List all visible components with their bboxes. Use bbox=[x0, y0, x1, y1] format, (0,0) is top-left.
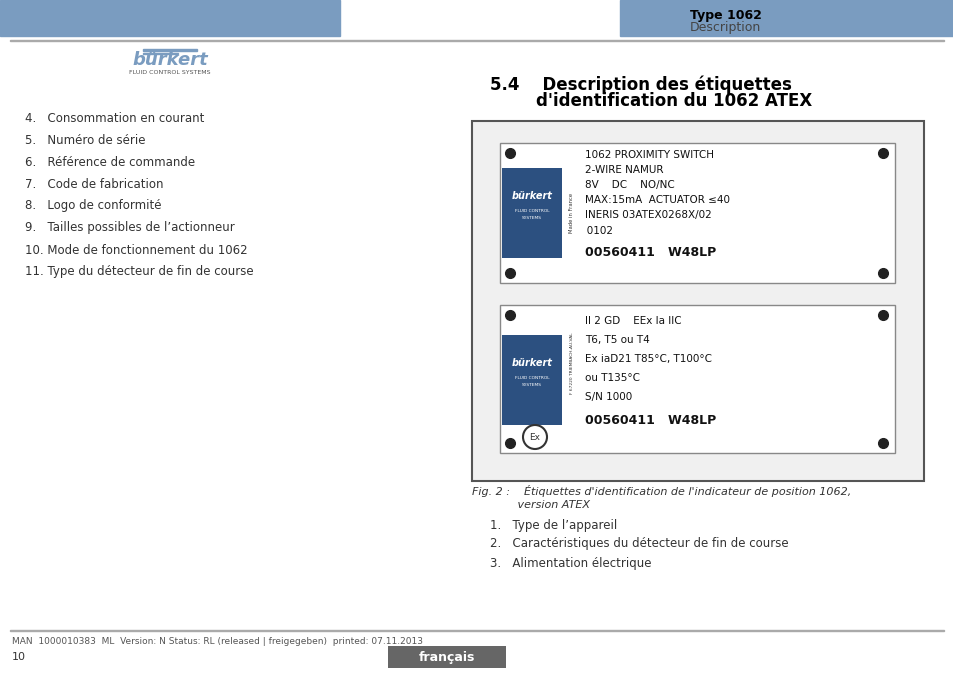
Text: 9.   Tailles possibles de l’actionneur: 9. Tailles possibles de l’actionneur bbox=[25, 221, 234, 234]
Text: 2-WIRE NAMUR: 2-WIRE NAMUR bbox=[584, 165, 662, 175]
Text: FLUID CONTROL: FLUID CONTROL bbox=[515, 376, 549, 380]
Text: Description: Description bbox=[689, 22, 760, 34]
Text: 8V    DC    NO/NC: 8V DC NO/NC bbox=[584, 180, 674, 190]
Text: 00560411   W48LP: 00560411 W48LP bbox=[584, 415, 716, 427]
Text: bürkert: bürkert bbox=[132, 51, 208, 69]
Text: 3.   Alimentation électrique: 3. Alimentation électrique bbox=[490, 557, 651, 569]
Bar bbox=[0, 0, 339, 36]
Text: 11. Type du détecteur de fin de course: 11. Type du détecteur de fin de course bbox=[25, 266, 253, 279]
Text: FLUID CONTROL SYSTEMS: FLUID CONTROL SYSTEMS bbox=[129, 69, 211, 75]
Text: 2.   Caractéristiques du détecteur de fin de course: 2. Caractéristiques du détecteur de fin … bbox=[490, 538, 788, 551]
Text: Type 1062: Type 1062 bbox=[689, 9, 761, 22]
Text: SYSTEMS: SYSTEMS bbox=[521, 216, 541, 220]
Text: 10: 10 bbox=[12, 652, 26, 662]
Bar bbox=[143, 52, 178, 54]
Bar bbox=[10, 630, 943, 631]
Text: version ATEX: version ATEX bbox=[472, 500, 589, 510]
Text: 5.   Numéro de série: 5. Numéro de série bbox=[25, 133, 146, 147]
Text: d'identification du 1062 ATEX: d'identification du 1062 ATEX bbox=[490, 92, 811, 110]
Text: 00560411   W48LP: 00560411 W48LP bbox=[584, 246, 716, 260]
Text: MAN  1000010383  ML  Version: N Status: RL (released | freigegeben)  printed: 07: MAN 1000010383 ML Version: N Status: RL … bbox=[12, 637, 422, 645]
Bar bbox=[10, 40, 943, 41]
Text: 10. Mode de fonctionnement du 1062: 10. Mode de fonctionnement du 1062 bbox=[25, 244, 248, 256]
Bar bbox=[499, 143, 894, 283]
Text: bürkert: bürkert bbox=[511, 191, 552, 201]
Bar bbox=[472, 121, 923, 481]
Text: Ex iaD21 T85°C, T100°C: Ex iaD21 T85°C, T100°C bbox=[584, 354, 711, 364]
Text: INERIS 03ATEX0268X/02: INERIS 03ATEX0268X/02 bbox=[584, 210, 711, 220]
Bar bbox=[388, 646, 505, 668]
Text: 8.   Logo de conformité: 8. Logo de conformité bbox=[25, 199, 161, 213]
Text: 5.4    Description des étiquettes: 5.4 Description des étiquettes bbox=[490, 76, 791, 94]
Text: Ex: Ex bbox=[529, 433, 540, 441]
Text: 1.   Type de l’appareil: 1. Type de l’appareil bbox=[490, 518, 617, 532]
Text: Made in France: Made in France bbox=[569, 193, 574, 233]
Text: Fig. 2 :    Étiquettes d'identification de l'indicateur de position 1062,: Fig. 2 : Étiquettes d'identification de … bbox=[472, 485, 850, 497]
Text: 6.   Référence de commande: 6. Référence de commande bbox=[25, 155, 195, 168]
Text: FLUID CONTROL: FLUID CONTROL bbox=[515, 209, 549, 213]
Text: 0102: 0102 bbox=[584, 226, 613, 236]
Bar bbox=[143, 49, 196, 51]
Text: MAX:15mA  ACTUATOR ≤40: MAX:15mA ACTUATOR ≤40 bbox=[584, 195, 729, 205]
Bar bbox=[501, 335, 561, 425]
Text: bürkert: bürkert bbox=[511, 358, 552, 368]
Text: F 67220 TRIEMBACH-AU-VAL: F 67220 TRIEMBACH-AU-VAL bbox=[569, 332, 574, 394]
Text: II 2 GD    EEx Ia IIC: II 2 GD EEx Ia IIC bbox=[584, 316, 680, 326]
Text: français: français bbox=[418, 651, 475, 664]
Bar bbox=[619, 0, 953, 36]
Text: S/N 1000: S/N 1000 bbox=[584, 392, 632, 402]
Text: T6, T5 ou T4: T6, T5 ou T4 bbox=[584, 335, 649, 345]
Bar bbox=[501, 168, 561, 258]
Text: 1062 PROXIMITY SWITCH: 1062 PROXIMITY SWITCH bbox=[584, 150, 713, 160]
Bar bbox=[499, 305, 894, 453]
Text: SYSTEMS: SYSTEMS bbox=[521, 383, 541, 387]
Text: 7.   Code de fabrication: 7. Code de fabrication bbox=[25, 178, 163, 190]
Text: ou T135°C: ou T135°C bbox=[584, 373, 639, 383]
Text: 4.   Consommation en courant: 4. Consommation en courant bbox=[25, 112, 204, 125]
